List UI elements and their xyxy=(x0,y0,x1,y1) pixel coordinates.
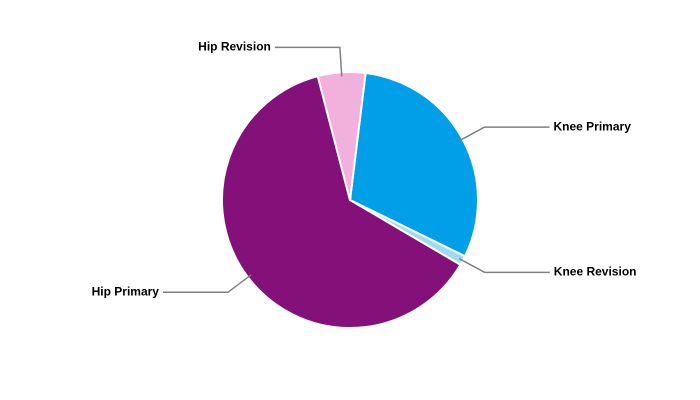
leader-line xyxy=(162,274,252,294)
slice-label: Hip Primary xyxy=(92,284,160,298)
leader-line xyxy=(458,126,550,142)
leader-line xyxy=(458,258,550,274)
slice-label: Knee Primary xyxy=(554,119,632,133)
leader-line xyxy=(274,46,343,77)
slice-label: Hip Revision xyxy=(198,40,271,54)
slice-label: Knee Revision xyxy=(554,265,637,279)
